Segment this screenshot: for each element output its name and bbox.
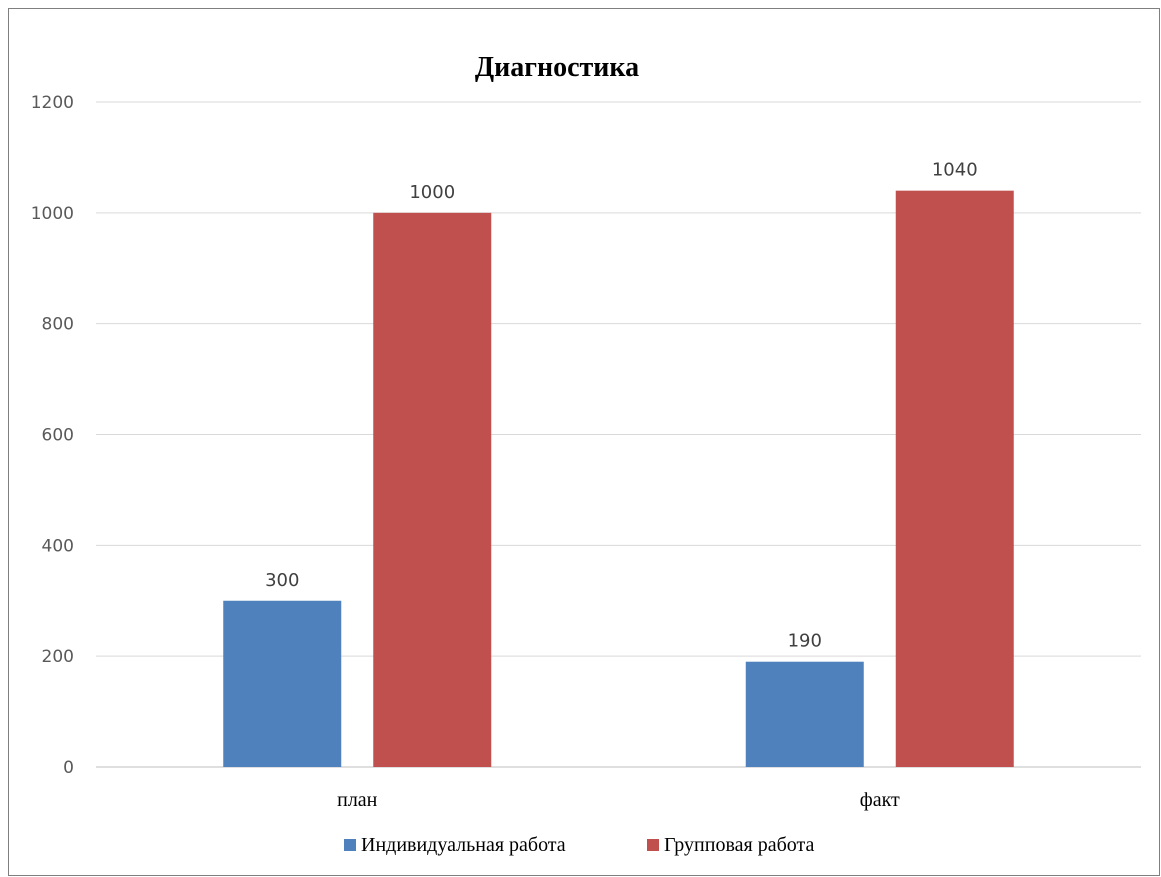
y-tick-label: 0 <box>63 758 74 778</box>
y-tick-label: 1200 <box>31 93 74 113</box>
legend-item: Индивидуальная работа <box>344 834 566 856</box>
y-tick-label: 200 <box>42 647 74 667</box>
y-tick-label: 400 <box>42 536 74 556</box>
bar <box>223 600 342 767</box>
y-axis-tick-labels: 0 200 400 600 800 1000 1200 <box>31 93 74 778</box>
legend-swatch <box>647 839 659 851</box>
y-tick-label: 600 <box>42 426 74 446</box>
y-tick-label: 800 <box>42 315 74 335</box>
legend-item: Групповая работа <box>647 834 814 856</box>
legend-label: Индивидуальная работа <box>361 834 566 856</box>
data-label: 190 <box>788 631 822 652</box>
legend: Индивидуальная работа Групповая работа <box>344 834 814 856</box>
legend-swatch <box>344 839 356 851</box>
data-label: 1040 <box>932 160 978 181</box>
bar <box>895 190 1014 767</box>
legend-label: Групповая работа <box>664 834 814 856</box>
data-labels: 300 1000 190 1040 <box>265 160 978 652</box>
y-tick-label: 1000 <box>31 204 74 224</box>
chart-title: Диагностика <box>475 52 639 83</box>
bar <box>373 212 492 768</box>
x-tick-label: план <box>337 789 378 811</box>
bars <box>223 190 1014 768</box>
x-tick-label: факт <box>860 789 900 811</box>
data-label: 1000 <box>409 182 455 203</box>
data-label: 300 <box>265 570 299 591</box>
x-axis-category-labels: план факт <box>337 789 900 811</box>
bar <box>745 661 864 767</box>
